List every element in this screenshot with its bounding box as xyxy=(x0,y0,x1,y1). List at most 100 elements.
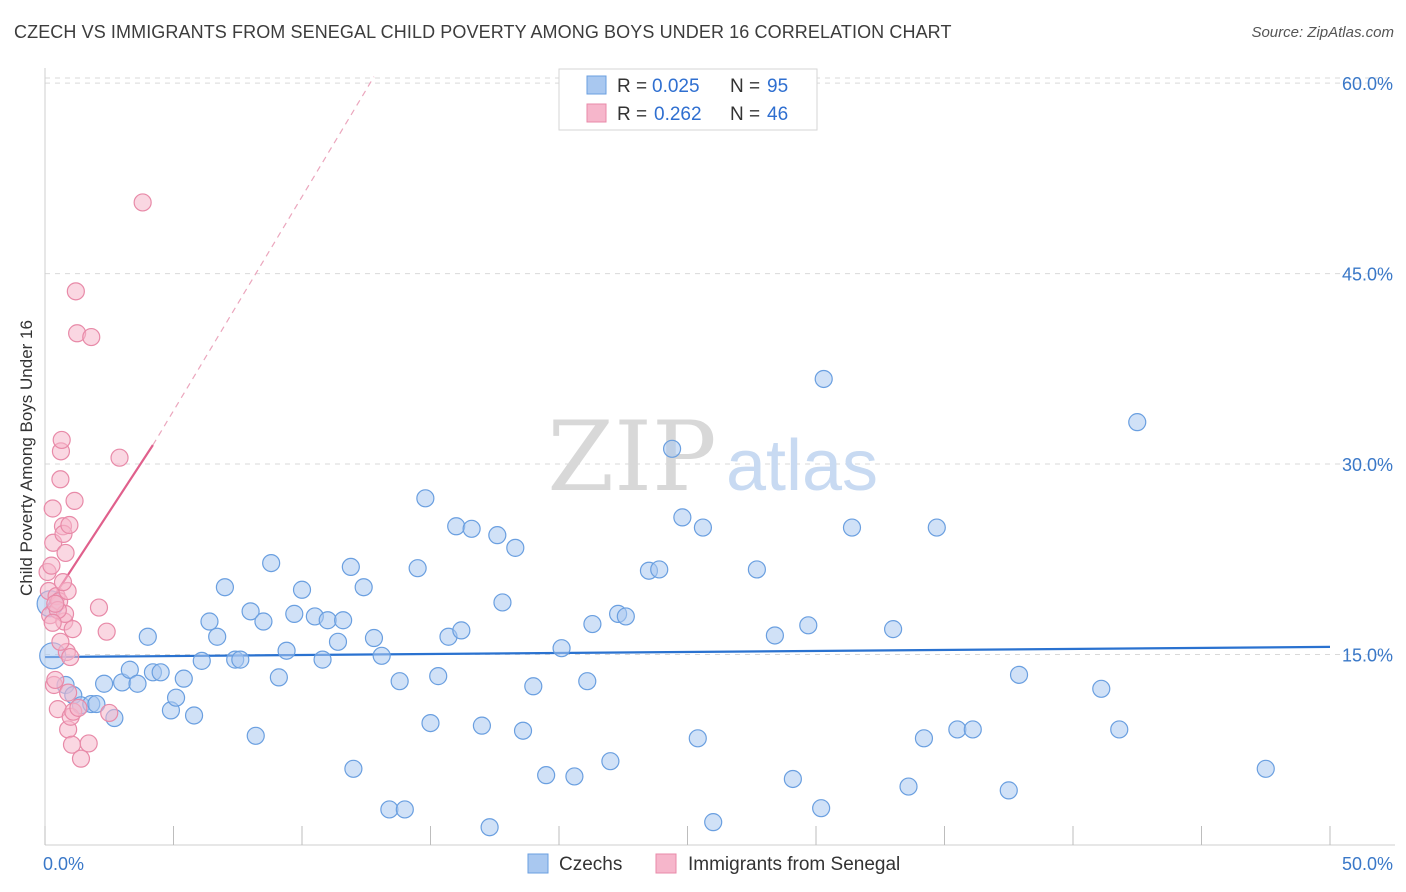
point-czechs-81 xyxy=(814,369,833,389)
point-czechs-90 xyxy=(1009,665,1029,684)
legend-swatch-czechs-bottom xyxy=(527,853,549,874)
point-senegal-7 xyxy=(46,670,65,690)
point-czechs-88 xyxy=(963,720,982,739)
point-czechs-59 xyxy=(513,721,533,740)
point-czechs-52 xyxy=(452,621,471,640)
point-czechs-24 xyxy=(231,650,250,669)
axes xyxy=(44,68,1395,846)
point-czechs-78 xyxy=(783,769,802,789)
point-czechs-48 xyxy=(421,713,440,733)
point-czechs-19 xyxy=(192,651,211,670)
point-czechs-86 xyxy=(927,518,946,537)
y-tick-label-2: 45.0% xyxy=(1342,265,1393,285)
y-tick-label-3: 60.0% xyxy=(1342,74,1393,94)
point-czechs-32 xyxy=(292,580,312,599)
point-senegal-33 xyxy=(79,734,98,753)
point-czechs-55 xyxy=(480,818,499,837)
point-czechs-62 xyxy=(552,639,571,658)
point-senegal-34 xyxy=(82,327,101,347)
legend-swatch-czechs xyxy=(586,75,607,95)
legend-label-czechs: Czechs xyxy=(559,854,622,875)
legend-r-value-czechs: 0.025 xyxy=(652,76,700,97)
y-tick-label-0: 15.0% xyxy=(1342,646,1393,666)
watermark: ZIP atlas xyxy=(547,401,878,513)
point-czechs-44 xyxy=(390,672,409,691)
point-senegal-32 xyxy=(71,749,91,768)
point-czechs-26 xyxy=(246,726,265,745)
point-czechs-34 xyxy=(313,650,332,669)
point-senegal-11 xyxy=(51,470,70,489)
point-czechs-36 xyxy=(328,632,348,651)
point-czechs-21 xyxy=(208,627,227,646)
point-czechs-93 xyxy=(1128,413,1147,432)
legend-label-senegal: Immigrants from Senegal xyxy=(688,854,900,875)
legend-series: Czechs Immigrants from Senegal xyxy=(527,853,900,875)
point-czechs-6 xyxy=(87,694,106,714)
point-czechs-7 xyxy=(95,674,114,693)
point-czechs-73 xyxy=(688,729,707,748)
legend-n-value-czechs: 95 xyxy=(767,76,788,97)
point-senegal-23 xyxy=(61,647,80,667)
point-czechs-40 xyxy=(354,578,373,597)
point-czechs-37 xyxy=(334,611,353,630)
point-senegal-28 xyxy=(65,491,84,510)
point-czechs-82 xyxy=(842,518,862,537)
point-czechs-72 xyxy=(673,508,692,527)
point-czechs-46 xyxy=(408,559,427,578)
point-czechs-60 xyxy=(524,677,543,696)
source-label: Source: ZipAtlas.com xyxy=(1251,24,1394,41)
point-czechs-94 xyxy=(1256,759,1275,778)
legend-n-label-senegal: N = xyxy=(730,104,760,125)
legend-swatch-senegal-bottom xyxy=(655,853,677,874)
point-czechs-70 xyxy=(650,560,669,579)
tick-labels: 15.0% 30.0% 45.0% 60.0% 0.0% 50.0% xyxy=(43,74,1393,874)
point-czechs-47 xyxy=(416,489,435,508)
point-czechs-45 xyxy=(395,800,414,819)
point-senegal-3 xyxy=(42,556,61,575)
point-czechs-41 xyxy=(364,628,384,648)
point-czechs-27 xyxy=(254,612,273,631)
point-senegal-42 xyxy=(53,573,73,592)
point-czechs-30 xyxy=(277,641,296,660)
point-czechs-42 xyxy=(372,646,391,665)
watermark-atlas: atlas xyxy=(726,426,878,506)
point-senegal-43 xyxy=(46,594,65,613)
point-senegal-22 xyxy=(60,515,79,535)
point-czechs-79 xyxy=(799,616,818,635)
point-czechs-58 xyxy=(506,538,525,557)
point-czechs-56 xyxy=(488,526,507,545)
trendline-czechs xyxy=(44,645,1331,659)
x-tick-label-0: 0.0% xyxy=(43,854,84,874)
legend-stats: R = 0.025 N = 95 R = 0.262 N = 46 xyxy=(558,68,818,131)
point-czechs-12 xyxy=(138,627,157,646)
point-senegal-36 xyxy=(97,622,116,641)
point-czechs-92 xyxy=(1110,720,1129,739)
point-czechs-87 xyxy=(948,720,967,739)
watermark-zip: ZIP xyxy=(547,401,716,513)
point-czechs-20 xyxy=(200,612,219,631)
point-senegal-39 xyxy=(133,193,152,212)
point-czechs-11 xyxy=(128,674,147,693)
chart-title: CZECH VS IMMIGRANTS FROM SENEGAL CHILD P… xyxy=(14,22,952,42)
point-czechs-84 xyxy=(899,777,918,796)
point-senegal-37 xyxy=(100,703,119,723)
point-czechs-10 xyxy=(120,660,139,679)
point-czechs-71 xyxy=(662,439,682,458)
legend-r-value-senegal: 0.262 xyxy=(654,104,702,125)
trendline-extension-senegal xyxy=(152,76,375,446)
trendlines xyxy=(44,76,1331,659)
point-czechs-85 xyxy=(914,729,934,748)
point-czechs-51 xyxy=(447,517,466,536)
point-senegal-18 xyxy=(56,543,75,563)
legend-n-label-czechs: N = xyxy=(730,76,760,97)
point-czechs-77 xyxy=(765,626,784,645)
point-senegal-35 xyxy=(89,598,109,617)
point-czechs-80 xyxy=(812,799,831,818)
point-czechs-53 xyxy=(462,519,481,538)
point-czechs-91 xyxy=(1092,679,1111,698)
point-senegal-45 xyxy=(59,683,78,702)
point-senegal-41 xyxy=(51,632,70,651)
point-czechs-66 xyxy=(601,752,620,771)
point-senegal-13 xyxy=(52,430,71,450)
